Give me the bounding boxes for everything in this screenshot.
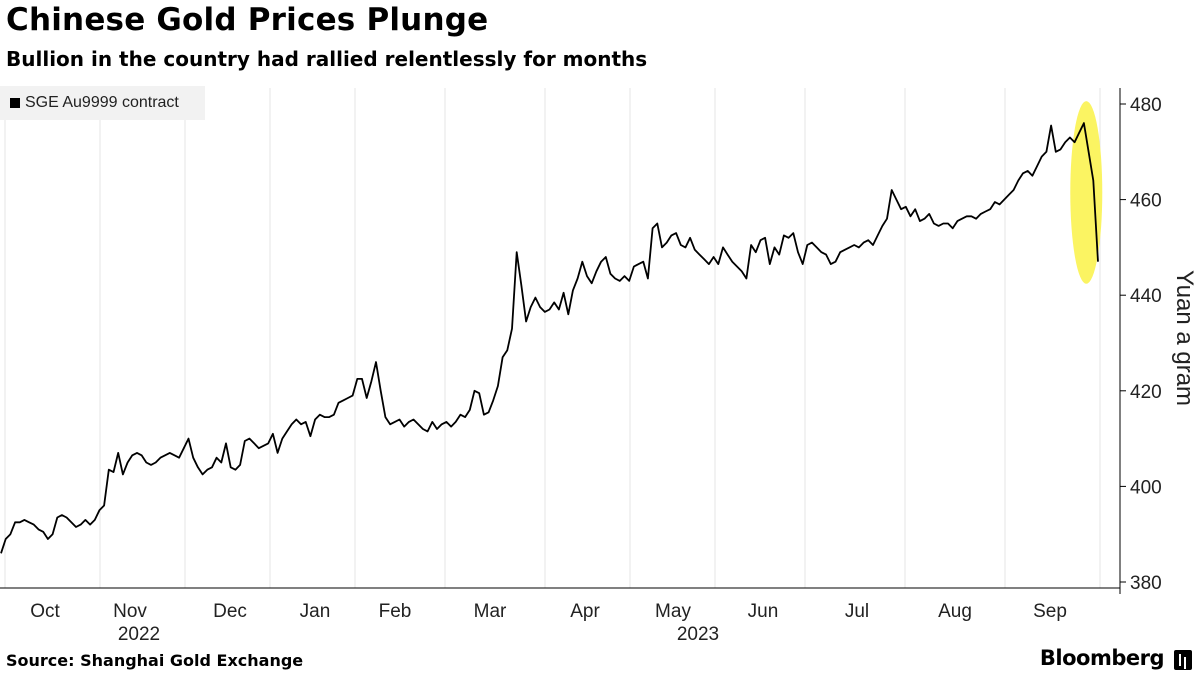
bloomberg-logo: Bloomberg (1039, 646, 1165, 670)
y-tick-label: 400 (1130, 477, 1162, 498)
chart-title: Chinese Gold Prices Plunge (6, 2, 489, 38)
x-tick-label: Apr (570, 601, 600, 622)
plunge-highlight-ellipse (1070, 101, 1103, 284)
grid-lines (4, 88, 1101, 588)
y-tick-label: 380 (1130, 573, 1162, 594)
legend-label: SGE Au9999 contract (25, 94, 179, 111)
y-axis-label: Yuan a gram (1171, 270, 1198, 406)
x-tick-label: Oct (30, 601, 60, 622)
y-tick-label: 420 (1130, 382, 1162, 403)
axes (0, 88, 1126, 594)
y-tick-label: 440 (1130, 286, 1162, 307)
y-tick-label: 460 (1130, 191, 1162, 212)
source-note: Source: Shanghai Gold Exchange (6, 651, 304, 670)
x-tick-label: Dec (213, 601, 247, 622)
y-tick-label: 480 (1130, 95, 1162, 116)
x-year-label: 2022 (118, 624, 160, 645)
x-tick-label: Nov (113, 601, 147, 622)
chart-subtitle: Bullion in the country had rallied relen… (6, 47, 648, 71)
x-tick-label: Aug (938, 601, 972, 622)
series-lines (0, 122, 1099, 554)
x-year-label: 2023 (677, 624, 719, 645)
x-tick-label: Feb (379, 601, 412, 622)
x-tick-label: Mar (474, 601, 507, 622)
x-tick-labels: Oct Nov Dec Jan Feb Mar Apr May Jun Jul Aug Sep 2022… (30, 601, 1067, 645)
legend-swatch (10, 98, 20, 108)
x-tick-label: Jan (300, 601, 331, 622)
plunge-highlight (1070, 101, 1103, 284)
x-tick-label: Sep (1033, 601, 1067, 622)
x-tick-label: May (655, 601, 691, 622)
legend: SGE Au9999 contract (0, 86, 205, 120)
y-tick-labels: 380 400 420 440 460 480 (1130, 95, 1162, 594)
series-line-sge-au9999 (0, 122, 1099, 554)
bloomberg-chart-icon (1174, 650, 1192, 670)
x-tick-label: Jun (748, 601, 779, 622)
x-tick-label: Jul (845, 601, 869, 622)
